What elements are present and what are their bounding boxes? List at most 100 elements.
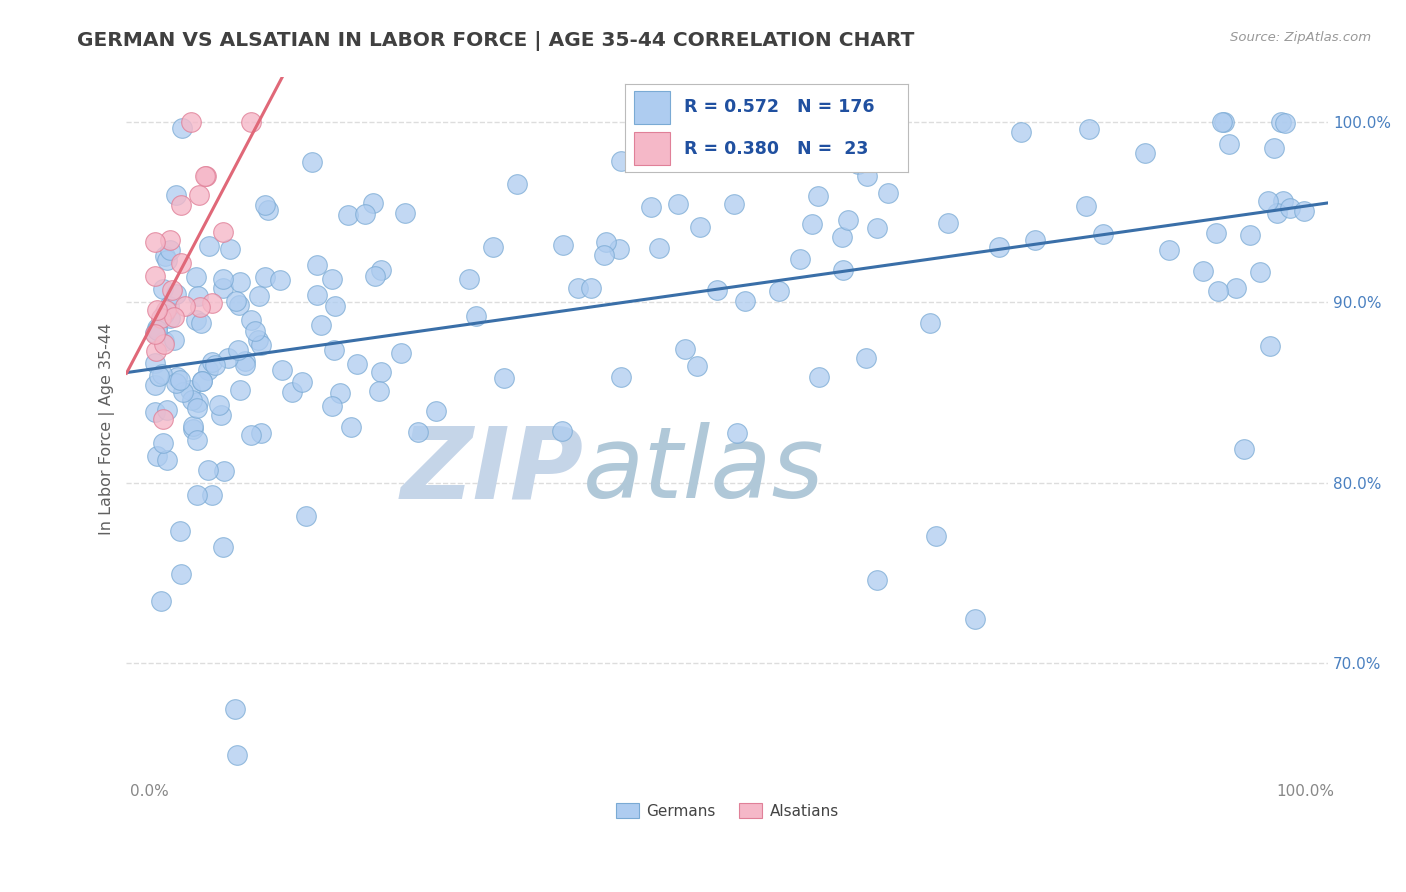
Point xyxy=(551,238,574,252)
Point xyxy=(208,398,231,412)
Point xyxy=(159,243,181,257)
Point xyxy=(1010,125,1032,139)
Point xyxy=(186,434,208,448)
Point xyxy=(209,408,232,422)
Text: ZIP: ZIP xyxy=(401,422,583,519)
Point xyxy=(211,272,233,286)
Point xyxy=(146,323,169,337)
Point xyxy=(233,358,256,372)
Point xyxy=(936,216,959,230)
Point xyxy=(1205,227,1227,241)
Point xyxy=(146,303,169,318)
Point xyxy=(734,293,756,308)
Point xyxy=(240,115,263,129)
Point xyxy=(201,355,224,369)
Point xyxy=(389,346,412,360)
Point xyxy=(191,374,214,388)
Point xyxy=(188,187,211,202)
Point xyxy=(725,425,748,440)
Point xyxy=(172,120,194,135)
Point xyxy=(226,747,249,762)
Point xyxy=(307,288,329,302)
Point xyxy=(217,351,239,365)
Point xyxy=(309,318,332,333)
Point xyxy=(160,283,183,297)
Point xyxy=(186,270,208,285)
Point xyxy=(155,302,177,317)
Point xyxy=(197,463,219,477)
Point xyxy=(807,189,830,203)
Point xyxy=(149,593,172,607)
Point xyxy=(1270,115,1292,129)
Point xyxy=(322,343,344,357)
Point xyxy=(329,386,352,401)
Point xyxy=(195,169,218,184)
Point xyxy=(321,272,343,286)
Point xyxy=(186,313,208,327)
Point xyxy=(370,262,392,277)
Y-axis label: In Labor Force | Age 35-44: In Labor Force | Age 35-44 xyxy=(100,323,115,534)
Point xyxy=(1135,146,1157,161)
Point xyxy=(673,342,696,356)
Point xyxy=(321,400,343,414)
Point xyxy=(595,235,617,250)
Text: atlas: atlas xyxy=(583,422,825,519)
Point xyxy=(1292,204,1315,219)
Point xyxy=(166,370,188,384)
Point xyxy=(152,282,174,296)
Point xyxy=(187,394,209,409)
Point xyxy=(609,243,631,257)
Point xyxy=(155,249,177,263)
Point xyxy=(1159,243,1181,257)
Point xyxy=(610,370,633,384)
Legend: Germans, Alsatians: Germans, Alsatians xyxy=(610,797,845,824)
Point xyxy=(832,262,855,277)
Point xyxy=(1212,115,1234,129)
Point xyxy=(165,376,187,390)
Point xyxy=(723,197,745,211)
Point xyxy=(170,198,193,212)
Point xyxy=(1218,136,1240,151)
Point xyxy=(346,357,368,371)
Point xyxy=(987,240,1010,254)
Point xyxy=(219,242,242,256)
Point xyxy=(494,371,516,385)
Point xyxy=(163,334,186,348)
Point xyxy=(713,128,735,143)
Point xyxy=(212,281,235,295)
Point xyxy=(291,376,314,390)
Point xyxy=(172,384,194,399)
Point xyxy=(181,422,204,436)
Point xyxy=(250,338,273,352)
Point xyxy=(163,310,186,324)
Point xyxy=(1024,233,1046,247)
Point xyxy=(768,284,790,298)
Text: Source: ZipAtlas.com: Source: ZipAtlas.com xyxy=(1230,31,1371,45)
Point xyxy=(610,153,633,168)
Point xyxy=(482,240,505,254)
Point xyxy=(877,186,900,201)
Point xyxy=(247,289,270,303)
Point xyxy=(1265,206,1288,220)
Point xyxy=(464,310,486,324)
Point xyxy=(551,424,574,438)
Point xyxy=(156,402,179,417)
Point xyxy=(165,188,187,202)
Point xyxy=(271,363,294,377)
Point xyxy=(364,269,387,284)
Point xyxy=(856,169,879,183)
Point xyxy=(706,284,728,298)
Point xyxy=(281,384,304,399)
Point xyxy=(225,293,247,308)
Point xyxy=(506,177,529,191)
Point xyxy=(855,351,877,365)
Point xyxy=(190,300,212,314)
Point xyxy=(457,272,479,286)
Point xyxy=(186,401,208,416)
Point xyxy=(846,156,869,170)
Point xyxy=(143,326,166,341)
Point xyxy=(153,307,176,321)
Point xyxy=(159,311,181,326)
Point xyxy=(170,255,193,269)
Point xyxy=(250,426,273,441)
